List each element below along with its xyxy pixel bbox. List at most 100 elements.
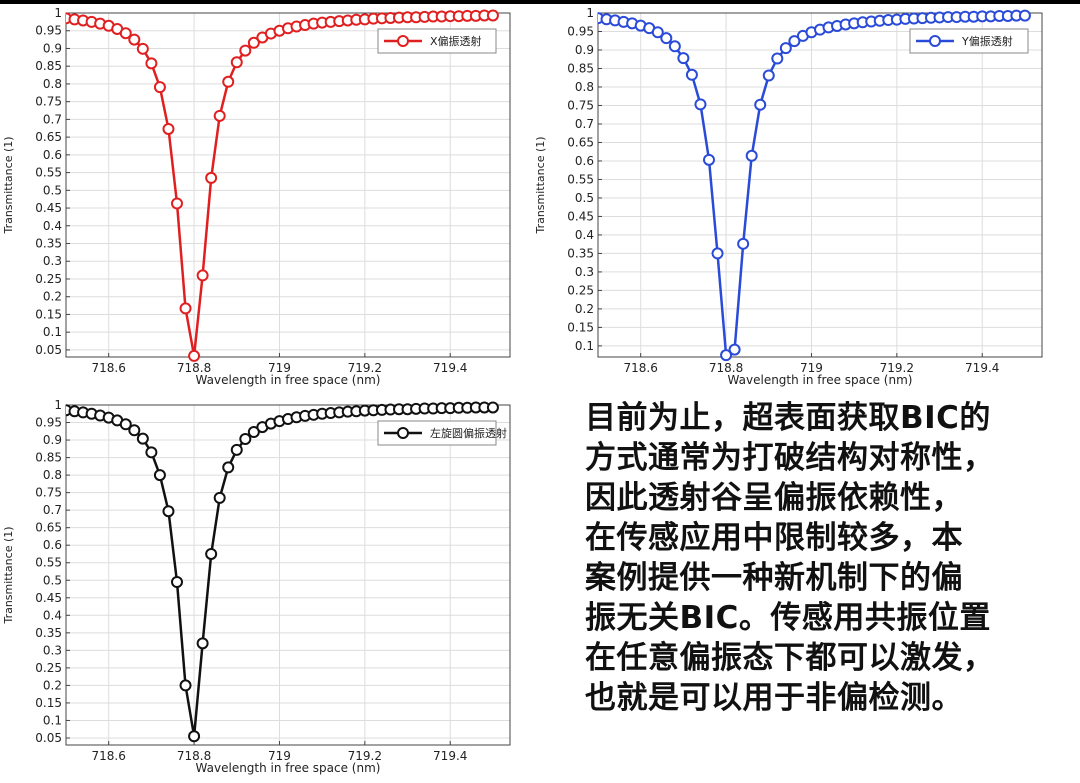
data-point bbox=[171, 197, 183, 210]
y-tick-label: 0.15 bbox=[567, 320, 594, 334]
y-tick-label: 1 bbox=[54, 398, 62, 412]
y-tick-label: 0.55 bbox=[567, 172, 594, 186]
y-axis-label: Transmittance (1) bbox=[2, 526, 15, 624]
y-tick-label: 0.85 bbox=[35, 451, 62, 465]
data-point bbox=[1018, 9, 1031, 22]
chart-x-polarization: 0.05 0.1 0.15 0.2 0.25 0.3 0.35 0.4 0.45 0.5 0.55 0… bbox=[0, 2, 520, 390]
y-tick-label: 0.75 bbox=[567, 98, 594, 112]
y-tick-label: 0.35 bbox=[35, 626, 62, 640]
data-point bbox=[196, 637, 209, 650]
y-tick-label: 0.55 bbox=[35, 166, 62, 180]
description-line: 在传感应用中限制较多，本 bbox=[585, 520, 963, 556]
y-tick-label: 0.2 bbox=[43, 290, 62, 304]
data-point bbox=[145, 446, 158, 459]
data-point bbox=[153, 469, 166, 482]
y-tick-label: 0.3 bbox=[575, 265, 594, 279]
y-tick-label: 0.45 bbox=[567, 209, 594, 223]
y-tick-label: 0.05 bbox=[35, 343, 62, 357]
chart-left-circular-polarization: 0.05 0.1 0.15 0.2 0.25 0.3 0.35 0.4 0.45 0.5 0.55 0… bbox=[0, 395, 520, 783]
data-point bbox=[153, 81, 166, 94]
data-point bbox=[239, 44, 252, 57]
chart-y-polarization: 0.1 0.15 0.2 0.25 0.3 0.35 0.4 0.45 0.5 0.55 0.6 0.… bbox=[532, 2, 1052, 390]
x-tick-label: 719 bbox=[268, 361, 291, 375]
y-tick-label: 0.9 bbox=[43, 433, 62, 447]
data-point bbox=[754, 98, 767, 111]
y-tick-label: 0.6 bbox=[43, 148, 62, 162]
data-point bbox=[136, 42, 149, 55]
y-tick-label: 0.65 bbox=[35, 130, 62, 144]
data-point bbox=[196, 269, 209, 282]
x-tick-label: 718.6 bbox=[624, 361, 658, 375]
x-tick-label: 718.6 bbox=[92, 361, 126, 375]
y-tick-label: 0.6 bbox=[575, 154, 594, 168]
data-point bbox=[779, 42, 792, 55]
y-tick-label: 0.65 bbox=[567, 135, 594, 149]
data-point bbox=[205, 547, 218, 560]
data-point bbox=[188, 730, 201, 743]
x-tick-label: 719.4 bbox=[965, 361, 999, 375]
data-point bbox=[660, 32, 673, 45]
legend-label: X偏振透射 bbox=[430, 34, 482, 48]
top-border bbox=[0, 0, 1080, 4]
data-point bbox=[222, 75, 235, 88]
x-tick-label: 719.2 bbox=[880, 361, 914, 375]
x-tick-label: 718.8 bbox=[709, 361, 743, 375]
legend-marker bbox=[397, 35, 409, 47]
y-tick-label: 0.5 bbox=[43, 183, 62, 197]
data-point bbox=[222, 461, 235, 474]
series-group bbox=[66, 401, 499, 743]
y-tick-label: 0.35 bbox=[567, 246, 594, 260]
plot-frame bbox=[65, 12, 511, 358]
data-point bbox=[119, 418, 132, 431]
data-point bbox=[737, 237, 750, 250]
data-point bbox=[720, 349, 733, 362]
data-point bbox=[119, 27, 132, 40]
x-tick-label: 719 bbox=[800, 361, 823, 375]
data-point bbox=[703, 153, 715, 166]
y-tick-label: 0.2 bbox=[43, 678, 62, 692]
plot-area bbox=[598, 13, 1042, 357]
y-tick-label: 0.05 bbox=[35, 731, 62, 745]
y-tick-label: 0.45 bbox=[35, 201, 62, 215]
data-point bbox=[162, 122, 175, 135]
x-axis-label: Wavelength in free space (nm) bbox=[196, 761, 381, 775]
y-tick-label: 0.5 bbox=[43, 573, 62, 587]
series-group bbox=[66, 9, 499, 362]
y-axis-label: Transmittance (1) bbox=[2, 136, 15, 234]
y-tick-label: 0.3 bbox=[43, 254, 62, 268]
x-tick-label: 719.4 bbox=[433, 361, 467, 375]
description-line: 目前为止，超表面获取BIC的 bbox=[585, 400, 991, 436]
y-tick-label: 0.15 bbox=[35, 307, 62, 321]
y-tick-label: 0.9 bbox=[575, 43, 594, 57]
data-point bbox=[128, 424, 141, 437]
plot-area bbox=[66, 13, 510, 357]
description-text: 目前为止，超表面获取BIC的 方式通常为打破结构对称性， 因此透射谷呈偏振依赖性… bbox=[585, 398, 1065, 718]
data-point bbox=[685, 68, 698, 81]
data-point bbox=[486, 401, 499, 414]
data-point bbox=[728, 343, 741, 356]
data-point bbox=[771, 52, 784, 65]
y-tick-label: 0.1 bbox=[43, 325, 62, 339]
chart-svg: 0.1 0.15 0.2 0.25 0.3 0.35 0.4 0.45 0.5 0.55 0.6 0.… bbox=[534, 6, 1043, 387]
y-tick-label: 0.25 bbox=[567, 283, 594, 297]
data-point bbox=[128, 33, 141, 46]
y-tick-label: 0.25 bbox=[35, 661, 62, 675]
y-tick-label: 0.7 bbox=[43, 112, 62, 126]
data-point bbox=[694, 98, 707, 111]
data-point bbox=[162, 505, 175, 518]
description-line: 因此透射谷呈偏振依赖性， bbox=[585, 480, 963, 516]
data-point bbox=[213, 491, 226, 504]
x-tick-label: 719.4 bbox=[433, 749, 467, 763]
x-tick-label: 718.8 bbox=[177, 361, 211, 375]
y-tick-label: 0.95 bbox=[35, 24, 62, 38]
plot-frame bbox=[597, 12, 1043, 358]
data-point bbox=[486, 9, 499, 22]
y-tick-label: 0.7 bbox=[575, 117, 594, 131]
x-tick-label: 718.8 bbox=[177, 749, 211, 763]
description-line: 振无关BIC。传感用共振位置 bbox=[585, 600, 991, 636]
y-tick-label: 0.3 bbox=[43, 643, 62, 657]
data-point bbox=[230, 56, 243, 69]
y-tick-label: 0.85 bbox=[35, 59, 62, 73]
data-point bbox=[668, 40, 681, 53]
y-axis-label: Transmittance (1) bbox=[534, 136, 547, 234]
